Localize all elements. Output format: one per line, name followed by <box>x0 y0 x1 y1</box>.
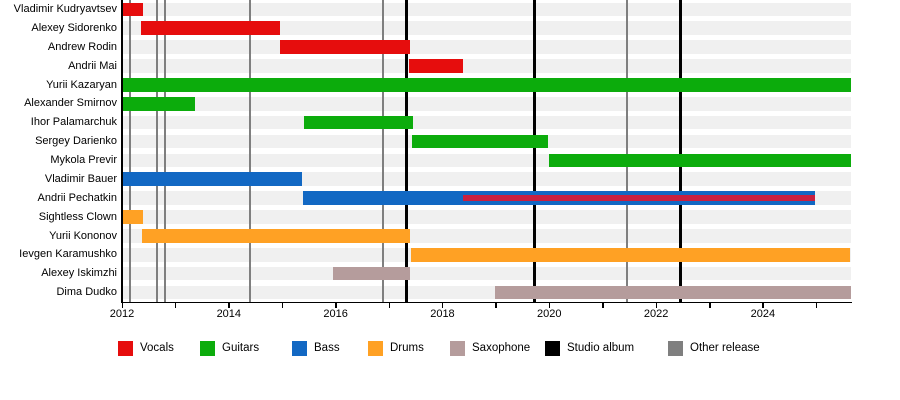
member-bar-saxophone <box>332 266 411 281</box>
member-label: Vladimir Bauer <box>44 172 117 185</box>
axis-year-label: 2022 <box>643 308 669 320</box>
row-background-stripe <box>122 40 851 54</box>
row-background-stripe <box>122 266 851 281</box>
axis-tick <box>762 303 764 308</box>
legend-label-bass: Bass <box>314 342 340 354</box>
member-bar-guitars <box>412 134 549 149</box>
member-bar-drums <box>141 229 411 243</box>
legend-swatch-bass <box>292 341 307 356</box>
legend-label-saxophone: Saxophone <box>472 342 531 354</box>
axis-tick <box>388 303 391 308</box>
axis-tick <box>815 303 818 308</box>
member-label: Yurii Kazaryan <box>46 78 117 91</box>
legend-label-vocals: Vocals <box>140 342 174 354</box>
legend-swatch-guitars <box>200 341 215 356</box>
member-bar-guitars <box>548 153 851 168</box>
gridline-other-release <box>156 0 159 302</box>
member-label: Ihor Palamarchuk <box>30 116 117 129</box>
member-bar-vocals <box>409 59 463 73</box>
member-label: Andrew Rodin <box>47 40 117 53</box>
row-background-stripe <box>122 96 851 111</box>
row-background-stripe <box>122 59 851 73</box>
member-bar-drums <box>122 210 144 224</box>
axis-tick <box>602 303 604 308</box>
axis-tick <box>495 303 497 308</box>
secondary-role-stripe <box>462 195 815 201</box>
member-label: Yurii Kononov <box>49 229 117 242</box>
axis-tick <box>548 303 551 308</box>
legend-label-drums: Drums <box>390 342 424 354</box>
axis-year-label: 2012 <box>109 308 135 320</box>
axis-year-label: 2020 <box>537 308 562 320</box>
gridline-studio-album <box>405 0 408 302</box>
member-bar-bass <box>122 172 302 187</box>
axis-year-label: 2016 <box>323 308 348 320</box>
row-background-stripe <box>122 210 851 224</box>
member-bar-vocals <box>280 40 411 54</box>
member-label: Alexander Smirnov <box>24 97 117 110</box>
axis-tick <box>655 303 658 308</box>
legend-swatch-saxophone <box>450 341 465 356</box>
gridline-studio-album <box>532 0 536 302</box>
row-background-stripe <box>122 172 851 187</box>
plot-left-border <box>120 0 123 303</box>
axis-year-label: 2018 <box>430 308 455 320</box>
member-bar-vocals <box>122 2 144 17</box>
legend-swatch-drums <box>368 341 383 356</box>
axis-tick <box>174 303 177 308</box>
member-label: Sergey Darienko <box>35 135 117 148</box>
member-label: Vladimir Kudryavtsev <box>13 3 117 15</box>
legend-swatch-other-release <box>668 341 683 356</box>
member-bar-guitars <box>122 78 851 92</box>
legend-label-studio-album: Studio album <box>567 342 635 354</box>
x-axis-line <box>120 301 852 304</box>
axis-year-label: 2014 <box>216 308 242 320</box>
legend-swatch-studio-album <box>545 341 560 356</box>
row-background-stripe <box>122 21 851 36</box>
axis-year-label: 2024 <box>750 308 776 320</box>
gridline-other-release <box>248 0 251 302</box>
legend-label-other-release: Other release <box>690 342 760 354</box>
legend-label-guitars: Guitars <box>222 342 260 354</box>
member-label: Sightless Clown <box>38 210 117 223</box>
member-label: Mykola Previr <box>50 154 117 166</box>
axis-tick <box>121 303 123 308</box>
member-bar-guitars <box>122 96 195 111</box>
member-label: Dima Dudko <box>56 286 117 299</box>
gridline-other-release <box>163 0 166 302</box>
gridline-other-release <box>129 0 131 302</box>
member-label: Andrii Pechatkin <box>37 191 118 204</box>
gridline-other-release <box>381 0 384 302</box>
row-background-stripe <box>122 115 851 130</box>
axis-tick <box>228 303 230 308</box>
member-label: Alexey Iskimzhi <box>41 267 117 280</box>
member-bar-drums <box>411 247 851 262</box>
row-background-stripe <box>122 2 851 17</box>
member-label: Alexey Sidorenko <box>31 21 117 34</box>
member-bar-vocals <box>141 21 281 36</box>
axis-tick <box>709 303 711 308</box>
legend-swatch-vocals <box>118 341 133 356</box>
gridline-studio-album <box>679 0 682 302</box>
axis-tick <box>281 303 284 308</box>
axis-tick <box>335 303 337 308</box>
member-bar-saxophone <box>494 285 851 300</box>
axis-tick <box>441 303 444 308</box>
member-label: Ievgen Karamushko <box>19 248 117 261</box>
gridline-other-release <box>625 0 628 302</box>
member-label: Andrii Mai <box>68 59 117 72</box>
member-bar-guitars <box>304 115 413 130</box>
